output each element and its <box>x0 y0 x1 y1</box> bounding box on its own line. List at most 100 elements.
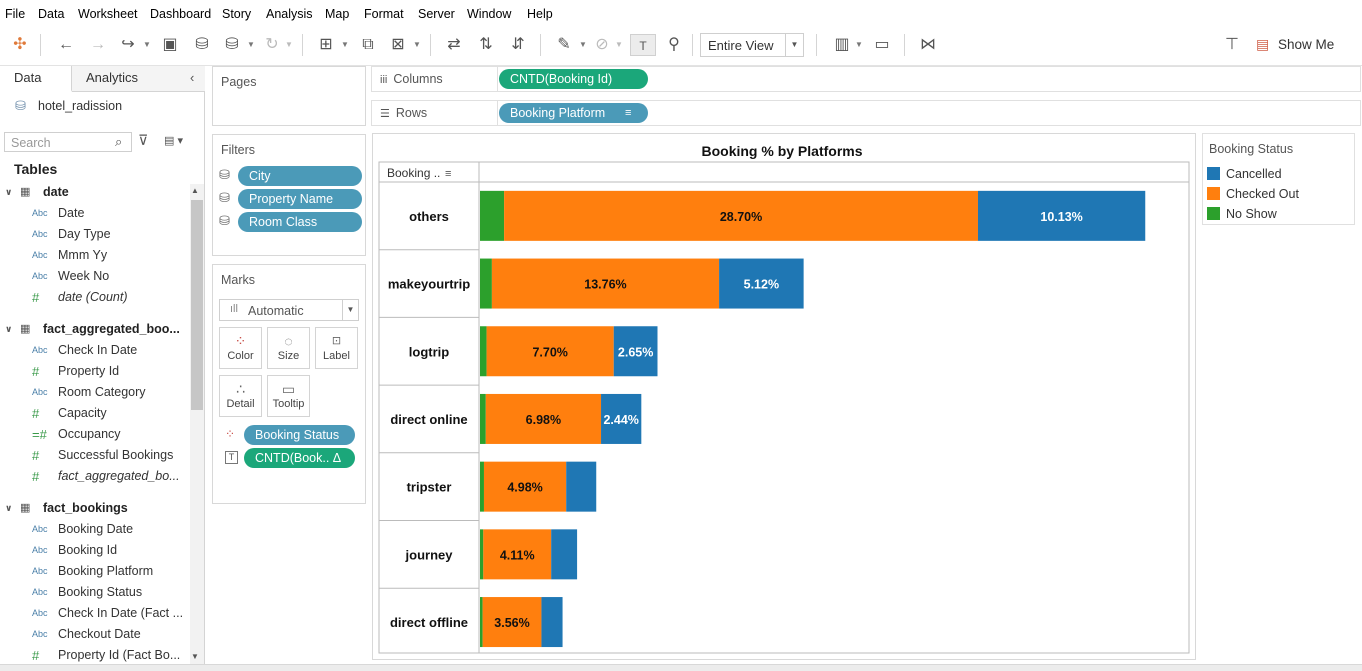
chevron-down-icon[interactable]: ▼ <box>143 40 151 49</box>
bar-segment[interactable] <box>977 190 1146 241</box>
sort-ascending-icon[interactable]: ⇅ <box>479 36 493 53</box>
bar-segment[interactable] <box>480 529 484 580</box>
menu-item-server[interactable]: Server <box>418 7 455 21</box>
field-item[interactable]: Abc Checkout Date <box>0 624 185 645</box>
bar-segment[interactable] <box>483 529 552 580</box>
highlight-icon[interactable]: ✎ <box>557 36 571 53</box>
duplicate-sheet-icon[interactable]: ⧉ <box>362 36 374 53</box>
menu-item-window[interactable]: Window <box>467 7 512 21</box>
color-button[interactable]: ⁘ Color <box>219 327 262 369</box>
field-item[interactable]: Abc Booking Platform <box>0 561 185 582</box>
pause-updates-icon[interactable]: ⛁ <box>225 36 239 53</box>
bar-segment[interactable] <box>480 258 492 309</box>
rows-shelf[interactable]: ☰ Rows Booking Platform ≡ <box>371 100 1361 126</box>
menu-item-worksheet[interactable]: Worksheet <box>78 7 138 21</box>
cards-icon[interactable]: ▥ <box>834 36 850 53</box>
field-item[interactable]: Abc Booking Id <box>0 540 185 561</box>
label-button[interactable]: ⊡ Label <box>315 327 358 369</box>
view-options-icon[interactable]: ▤ ▾ <box>164 135 183 147</box>
field-item[interactable]: Abc Date <box>0 203 185 224</box>
menu-item-data[interactable]: Data <box>38 7 65 21</box>
filter-pill-property-name[interactable]: Property Name <box>238 189 362 209</box>
bar-segment[interactable] <box>486 326 614 377</box>
tableau-logo-icon[interactable]: ✣ <box>13 36 27 53</box>
data-pane-scrollbar-thumb[interactable] <box>191 200 203 410</box>
field-item[interactable]: Abc Check In Date (Fact ... <box>0 603 185 624</box>
chevron-down-icon[interactable]: ▼ <box>855 40 863 49</box>
menu-item-format[interactable]: Format <box>364 7 404 21</box>
collapse-icon[interactable]: ‹ <box>190 70 195 85</box>
bar-segment[interactable] <box>480 597 483 648</box>
stacked-bar-chart[interactable]: Booking % by Platforms Booking .. ≡ others 2… <box>373 134 1195 659</box>
presentation-icon[interactable]: ▭ <box>874 36 890 53</box>
bar-segment[interactable] <box>491 258 720 309</box>
rows-pill[interactable]: Booking Platform ≡ <box>499 103 648 123</box>
datasource-name[interactable]: hotel_radission <box>38 99 123 113</box>
scroll-down-icon[interactable]: ▼ <box>191 652 199 661</box>
field-item[interactable]: Abc Check In Date <box>0 340 185 361</box>
scroll-up-icon[interactable]: ▲ <box>191 186 199 195</box>
worksheet-view[interactable]: Booking % by Platforms Booking .. ≡ others 2… <box>372 133 1196 660</box>
field-item[interactable]: Abc Booking Status <box>0 582 185 603</box>
chevron-down-icon[interactable]: ▼ <box>413 40 421 49</box>
bar-segment[interactable] <box>719 258 804 309</box>
swap-icon[interactable]: ⇄ <box>447 36 461 53</box>
filter-pill-city[interactable]: City <box>238 166 362 186</box>
marks-pill-cntd[interactable]: CNTD(Book.. Δ <box>244 448 355 468</box>
menu-item-map[interactable]: Map <box>325 7 350 21</box>
redo-icon[interactable]: → <box>90 36 106 53</box>
field-item[interactable]: # Property Id <box>0 361 185 382</box>
bar-segment[interactable] <box>601 393 642 444</box>
bar-segment[interactable] <box>482 597 542 648</box>
new-datasource-icon[interactable]: ⛁ <box>195 36 209 53</box>
size-button[interactable]: ◌ Size <box>267 327 310 369</box>
detail-button[interactable]: ∴ Detail <box>219 375 262 417</box>
chevron-down-icon[interactable]: ▼ <box>615 40 623 49</box>
tooltip-button[interactable]: ▭ Tooltip <box>267 375 310 417</box>
bar-segment[interactable] <box>480 461 484 512</box>
refresh-icon[interactable]: ↻ <box>265 36 279 53</box>
menu-item-file[interactable]: File <box>5 7 26 21</box>
chevron-down-icon[interactable]: ▼ <box>285 40 293 49</box>
share-icon[interactable]: ⋈ <box>920 36 936 53</box>
field-item[interactable]: # Capacity <box>0 403 185 424</box>
field-item[interactable]: =# Occupancy <box>0 424 185 445</box>
bar-segment[interactable] <box>613 326 658 377</box>
group-icon[interactable]: ⊘ <box>595 36 609 53</box>
chevron-down-icon[interactable]: ▼ <box>579 40 587 49</box>
marks-pill-booking-status[interactable]: Booking Status <box>244 425 355 445</box>
save-icon[interactable]: ▣ <box>162 36 178 53</box>
bar-segment[interactable] <box>480 190 505 241</box>
menu-item-story[interactable]: Story <box>222 7 252 21</box>
bar-segment[interactable] <box>480 326 487 377</box>
show-mark-labels-icon[interactable]: T <box>630 34 656 56</box>
search-input[interactable]: Search ⌕ <box>4 132 132 152</box>
menu-item-analysis[interactable]: Analysis <box>266 7 313 21</box>
bar-segment[interactable] <box>485 393 602 444</box>
field-item[interactable]: # date (Count) <box>0 287 185 308</box>
clear-sheet-icon[interactable]: ⊠ <box>391 36 405 53</box>
field-item[interactable]: Abc Week No <box>0 266 185 287</box>
chevron-down-icon[interactable]: ▼ <box>341 40 349 49</box>
mark-type-dropdown[interactable]: ıll Automatic ▼ <box>219 299 359 321</box>
bar-segment[interactable] <box>504 190 978 241</box>
menu-item-dashboard[interactable]: Dashboard <box>150 7 212 21</box>
menu-item-help[interactable]: Help <box>527 7 553 21</box>
field-item[interactable]: Abc Room Category <box>0 382 185 403</box>
tab-analytics[interactable]: Analytics ‹ <box>72 66 205 92</box>
field-item[interactable]: Abc Booking Date <box>0 519 185 540</box>
pin-icon[interactable]: ⚲ <box>668 36 680 53</box>
bar-segment[interactable] <box>551 529 578 580</box>
undo-icon[interactable]: ← <box>58 36 74 53</box>
sort-descending-icon[interactable]: ⇵ <box>511 36 525 53</box>
bar-segment[interactable] <box>566 461 597 512</box>
bar-segment[interactable] <box>480 393 486 444</box>
presentation-mode-icon[interactable]: ⊤ <box>1225 36 1239 53</box>
replay-icon[interactable]: ↪ <box>121 36 135 53</box>
filter-icon[interactable]: ⊽ <box>138 132 149 148</box>
bar-segment[interactable] <box>483 461 567 512</box>
filter-pill-room-class[interactable]: Room Class <box>238 212 362 232</box>
field-item[interactable]: # Successful Bookings <box>0 445 185 466</box>
field-item[interactable]: # Property Id (Fact Bo... <box>0 645 185 666</box>
tab-data[interactable]: Data <box>0 66 72 92</box>
